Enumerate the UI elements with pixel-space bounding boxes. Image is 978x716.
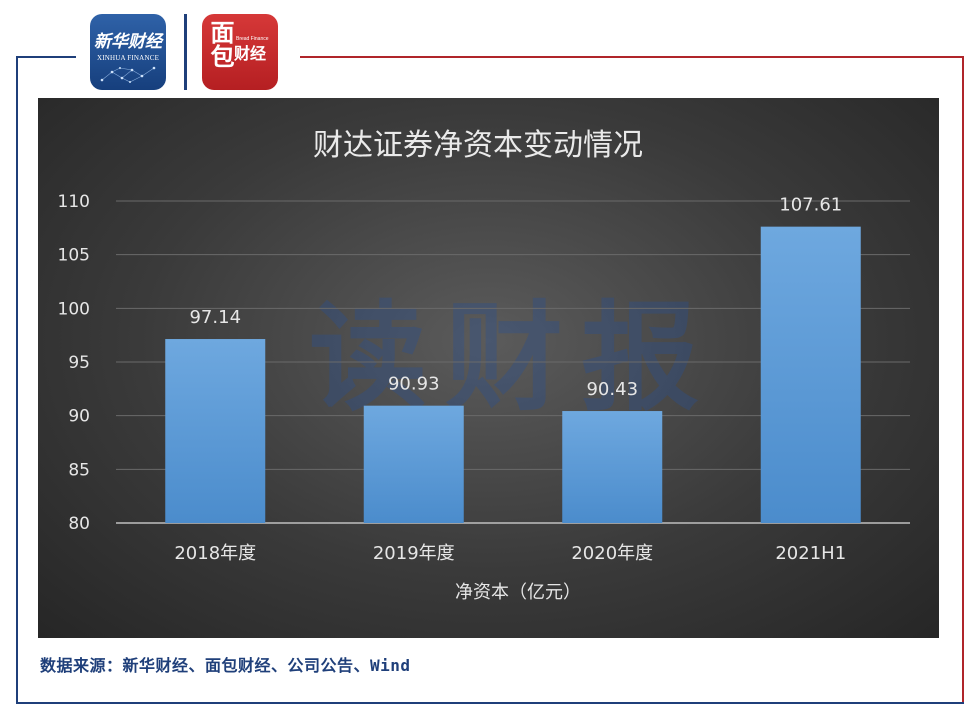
bread-logo-small: 财经 bbox=[234, 44, 267, 63]
data-source-note: 数据来源：新华财经、面包财经、公司公告、Wind bbox=[40, 656, 411, 675]
bar bbox=[363, 405, 464, 523]
y-tick-label: 100 bbox=[58, 299, 90, 319]
chart-panel: 读财报 财达证券净资本变动情况 80 85 90 95 100 105 110 97.14 9… bbox=[38, 98, 939, 638]
x-tick-label: 2018年度 bbox=[174, 543, 256, 564]
y-tick-label: 85 bbox=[68, 460, 90, 480]
bar-value-label: 97.14 bbox=[189, 307, 241, 328]
bar-value-label: 90.93 bbox=[388, 374, 440, 395]
x-tick-label: 2021H1 bbox=[775, 543, 846, 564]
bar bbox=[165, 339, 266, 523]
bread-logo-tag: Bread Finance bbox=[236, 36, 269, 42]
bread-finance-logo: 面包 Bread Finance 财经 bbox=[202, 14, 278, 90]
frame-line-left bbox=[16, 56, 18, 704]
xinhua-logo-en: XINHUA FINANCE bbox=[96, 54, 160, 62]
x-tick-label: 2019年度 bbox=[373, 543, 455, 564]
frame-line-right bbox=[962, 56, 964, 704]
chart-title: 财达证券净资本变动情况 bbox=[313, 128, 643, 163]
y-tick-label: 95 bbox=[68, 353, 90, 373]
xinhua-logo-cn: 新华财经 bbox=[94, 32, 162, 52]
bar-chart: 财达证券净资本变动情况 80 85 90 95 100 105 110 97.14 90.93… bbox=[58, 128, 910, 603]
network-dots-icon bbox=[100, 66, 156, 83]
bar bbox=[562, 411, 663, 523]
bread-logo-big: 面包 bbox=[206, 20, 234, 68]
bar-value-label: 107.61 bbox=[779, 195, 842, 216]
y-tick-label: 105 bbox=[58, 246, 90, 266]
y-tick-label: 110 bbox=[58, 192, 90, 212]
y-tick-label: 90 bbox=[68, 407, 90, 427]
x-axis-label: 净资本（亿元） bbox=[455, 582, 581, 603]
frame-line-top-right bbox=[300, 56, 964, 58]
frame-line-bottom bbox=[16, 702, 964, 704]
x-tick-label: 2020年度 bbox=[571, 543, 653, 564]
frame-line-top-left bbox=[16, 56, 76, 58]
logo-divider bbox=[184, 14, 187, 90]
y-tick-label: 80 bbox=[68, 514, 90, 534]
bar bbox=[760, 226, 861, 524]
xinhua-finance-logo: 新华财经 XINHUA FINANCE bbox=[90, 14, 166, 90]
watermark: 读财报 bbox=[308, 289, 717, 427]
bar-value-label: 90.43 bbox=[586, 379, 638, 400]
